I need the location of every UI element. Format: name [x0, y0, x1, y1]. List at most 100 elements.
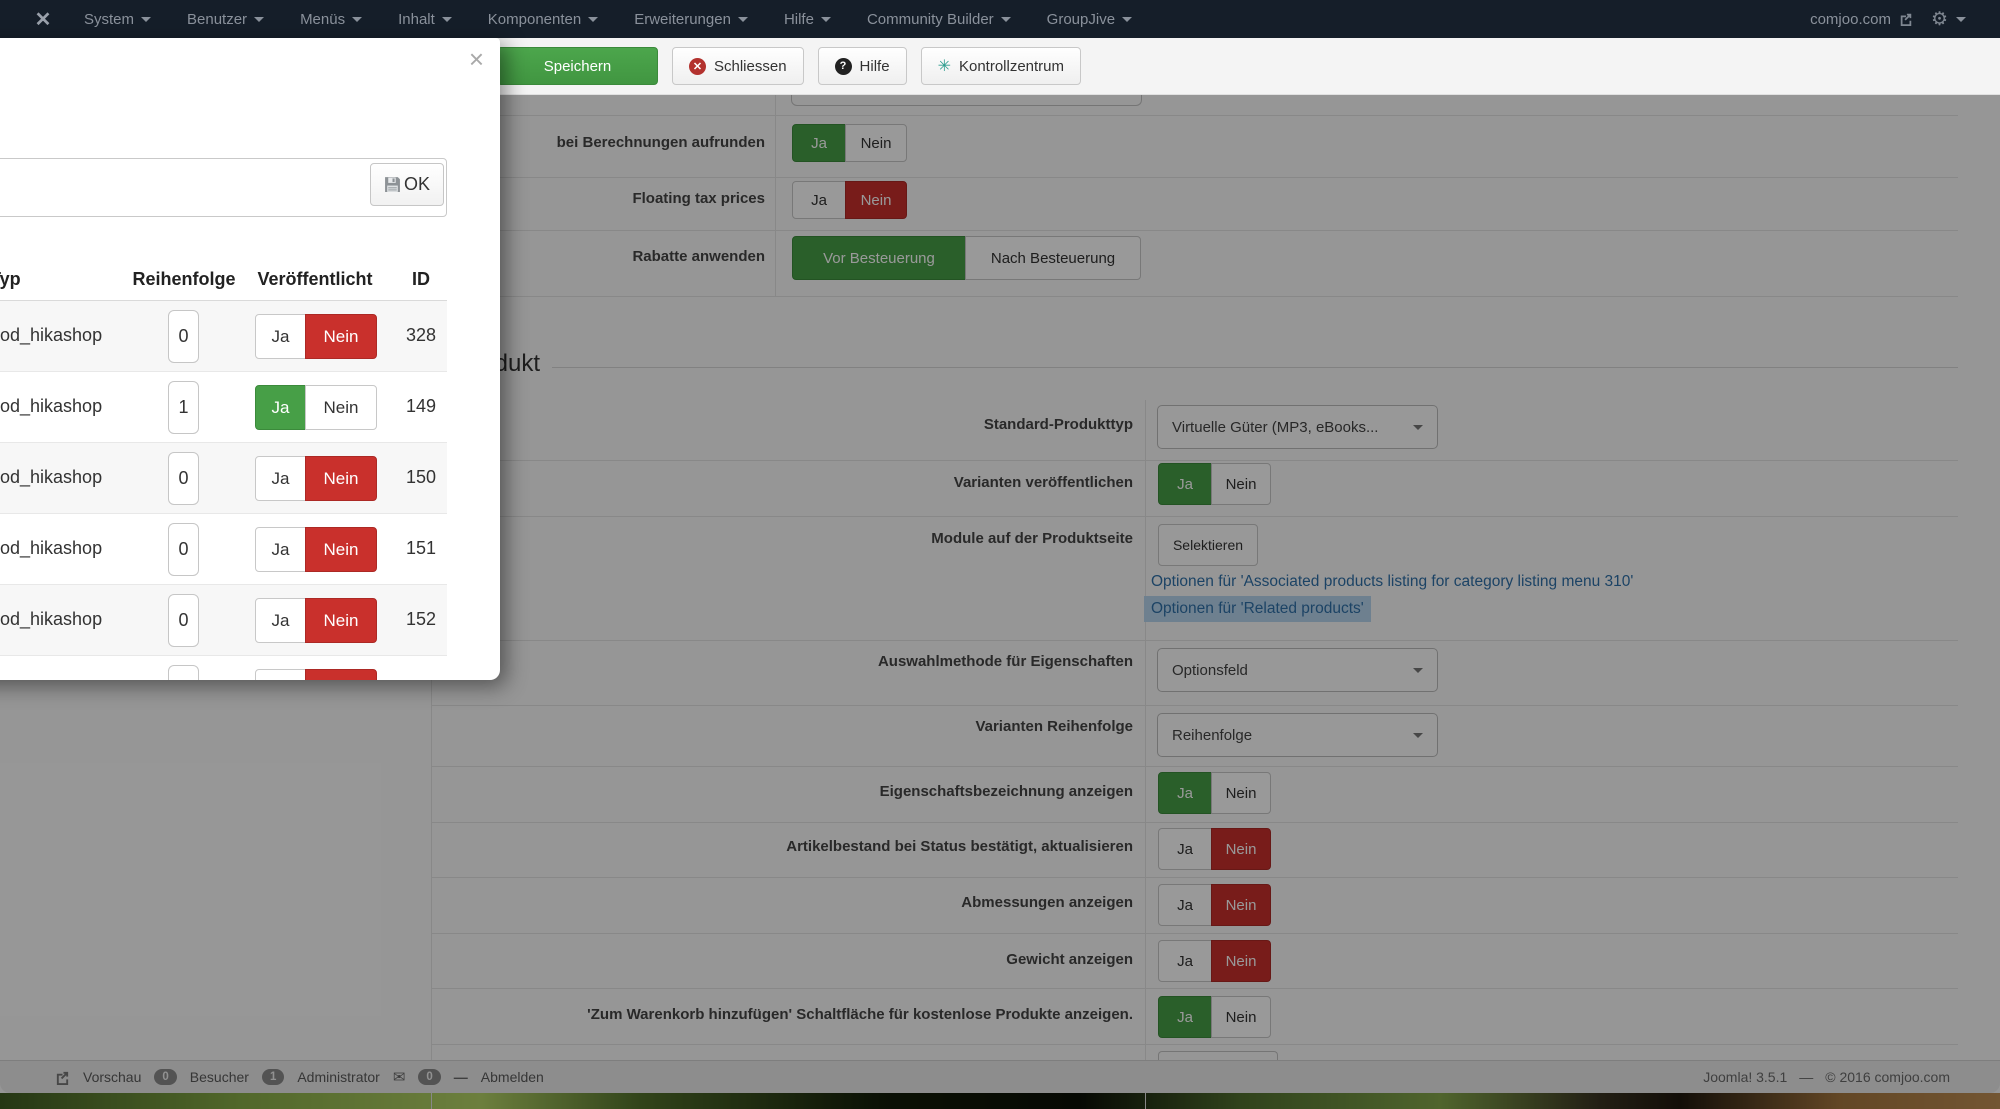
menu-label: Menüs — [300, 10, 346, 28]
messages-badge: 0 — [418, 1069, 441, 1085]
save-button[interactable]: Speichern — [497, 47, 658, 85]
menu-label: Hilfe — [783, 10, 814, 28]
column-header-type: Typ — [0, 269, 21, 289]
help-button-label: Hilfe — [859, 57, 890, 75]
yes-option[interactable]: Ja — [1158, 884, 1212, 926]
no-option[interactable]: Nein — [1211, 828, 1271, 870]
no-option[interactable]: Nein — [305, 527, 377, 572]
menu-groupjive[interactable]: GroupJive — [1047, 11, 1133, 28]
yes-option[interactable]: Ja — [792, 181, 846, 219]
discount-apply-toggle[interactable]: Vor Besteuerung Nach Besteuerung — [792, 236, 1141, 280]
show-weight-label: Gewicht anzeigen — [1006, 951, 1133, 968]
user-settings-menu[interactable]: ⚙ — [1931, 8, 1966, 31]
show-weight-toggle[interactable]: Ja Nein — [1158, 940, 1271, 982]
menu-community-builder[interactable]: Community Builder — [867, 11, 1011, 28]
published-toggle[interactable]: Ja Nein — [255, 669, 377, 680]
save-button-label: Speichern — [543, 57, 612, 75]
variant-order-select[interactable]: Reihenfolge — [1157, 713, 1438, 757]
row-divider — [431, 177, 1958, 178]
module-name: mod_hikashop — [0, 467, 103, 487]
selected-value: Optionsfeld — [1172, 661, 1248, 679]
round-calc-toggle[interactable]: Ja Nein — [792, 124, 907, 162]
menu-label: Komponenten — [487, 10, 582, 28]
yes-option[interactable]: Ja — [255, 314, 306, 359]
select-modules-button[interactable]: Selektieren — [1158, 524, 1258, 566]
module-options-link-1[interactable]: Optionen für 'Associated products listin… — [1151, 573, 1634, 590]
order-input[interactable] — [168, 594, 199, 647]
no-option[interactable]: Nein — [305, 314, 377, 359]
module-row: mod_hikashop Ja Nein 149 — [0, 372, 447, 443]
published-toggle[interactable]: Ja Nein — [255, 385, 377, 430]
module-options-link-2[interactable]: Optionen für 'Related products' — [1144, 596, 1371, 622]
no-option[interactable]: Nein — [305, 669, 377, 680]
yes-option[interactable]: Ja — [255, 385, 306, 430]
yes-option[interactable]: Ja — [1158, 940, 1212, 982]
no-option[interactable]: Nein — [1211, 940, 1271, 982]
published-toggle[interactable]: Ja Nein — [255, 527, 377, 572]
menu-help[interactable]: Hilfe — [784, 11, 831, 28]
menu-system[interactable]: System — [84, 10, 152, 28]
order-input[interactable] — [168, 665, 199, 680]
ok-button[interactable]: OK — [369, 163, 444, 206]
default-type-select[interactable]: Virtuelle Güter (MP3, eBooks... — [1157, 405, 1438, 449]
modal-close-icon[interactable]: × — [468, 44, 484, 74]
separator: — — [1799, 1069, 1814, 1085]
characteristic-method-select[interactable]: Optionsfeld — [1157, 648, 1438, 692]
default-type-label: Standard-Produkttyp — [983, 416, 1133, 433]
module-id: 149 — [405, 396, 437, 416]
close-button[interactable]: ✕ Schliessen — [672, 47, 804, 85]
no-option[interactable]: Nein — [1211, 996, 1271, 1038]
after-tax-option[interactable]: Nach Besteuerung — [965, 236, 1141, 280]
no-option[interactable]: Nein — [305, 456, 377, 501]
module-row: mod_hikashop Ja Nein 328 — [0, 301, 447, 372]
preview-link[interactable]: Vorschau — [83, 1069, 142, 1085]
yes-option[interactable]: Ja — [255, 669, 306, 680]
no-option[interactable]: Nein — [1211, 884, 1271, 926]
logout-link[interactable]: Abmelden — [480, 1069, 544, 1085]
menu-content[interactable]: Inhalt — [398, 11, 452, 28]
stock-update-toggle[interactable]: Ja Nein — [1158, 828, 1271, 870]
joomla-logo-icon[interactable]: ✕ — [34, 8, 52, 31]
row-divider — [431, 230, 1958, 231]
order-input[interactable] — [168, 381, 199, 434]
yes-option[interactable]: Ja — [1158, 772, 1212, 814]
menu-label: System — [84, 10, 135, 28]
order-input[interactable] — [168, 452, 199, 505]
no-option[interactable]: Nein — [845, 124, 907, 162]
no-option[interactable]: Nein — [305, 385, 377, 430]
menu-users[interactable]: Benutzer — [187, 11, 265, 28]
no-option[interactable]: Nein — [1211, 463, 1271, 505]
yes-option[interactable]: Ja — [255, 527, 306, 572]
no-option[interactable]: Nein — [845, 181, 907, 219]
no-option[interactable]: Nein — [1211, 772, 1271, 814]
floating-tax-toggle[interactable]: Ja Nein — [792, 181, 907, 219]
variants-publish-toggle[interactable]: Ja Nein — [1158, 463, 1271, 505]
help-button[interactable]: ? Hilfe — [817, 47, 907, 85]
site-preview-link[interactable]: comjoo.com — [1810, 11, 1913, 28]
control-panel-button[interactable]: ✳ Kontrollzentrum — [920, 47, 1082, 85]
menu-components[interactable]: Komponenten — [487, 10, 599, 28]
show-characteristic-toggle[interactable]: Ja Nein — [1158, 772, 1271, 814]
mail-icon: ✉ — [392, 1069, 406, 1086]
clipped-control-top — [1158, 1051, 1278, 1060]
row-divider — [431, 933, 1958, 934]
yes-option[interactable]: Ja — [255, 456, 306, 501]
product-modules-label: Module auf der Produktseite — [931, 530, 1133, 547]
show-dimensions-toggle[interactable]: Ja Nein — [1158, 884, 1271, 926]
menu-extensions[interactable]: Erweiterungen — [634, 11, 748, 28]
order-input[interactable] — [168, 523, 199, 576]
published-toggle[interactable]: Ja Nein — [255, 456, 377, 501]
stock-update-label: Artikelbestand bei Status bestätigt, akt… — [786, 838, 1133, 855]
variant-order-label: Varianten Reihenfolge — [975, 718, 1133, 735]
free-cart-toggle[interactable]: Ja Nein — [1158, 996, 1271, 1038]
published-toggle[interactable]: Ja Nein — [255, 314, 377, 359]
published-toggle[interactable]: Ja Nein — [255, 598, 377, 643]
menu-menus[interactable]: Menüs — [300, 10, 363, 28]
module-row: mod_hikashop Ja Nein 150 — [0, 443, 447, 514]
no-option[interactable]: Nein — [305, 598, 377, 643]
yes-option[interactable]: Ja — [255, 598, 306, 643]
module-row: mod_hikashop Ja Nein 151 — [0, 514, 447, 585]
discount-apply-label: Rabatte anwenden — [632, 248, 765, 265]
asterisk-icon: ✳ — [937, 58, 951, 75]
order-input[interactable] — [168, 310, 199, 363]
